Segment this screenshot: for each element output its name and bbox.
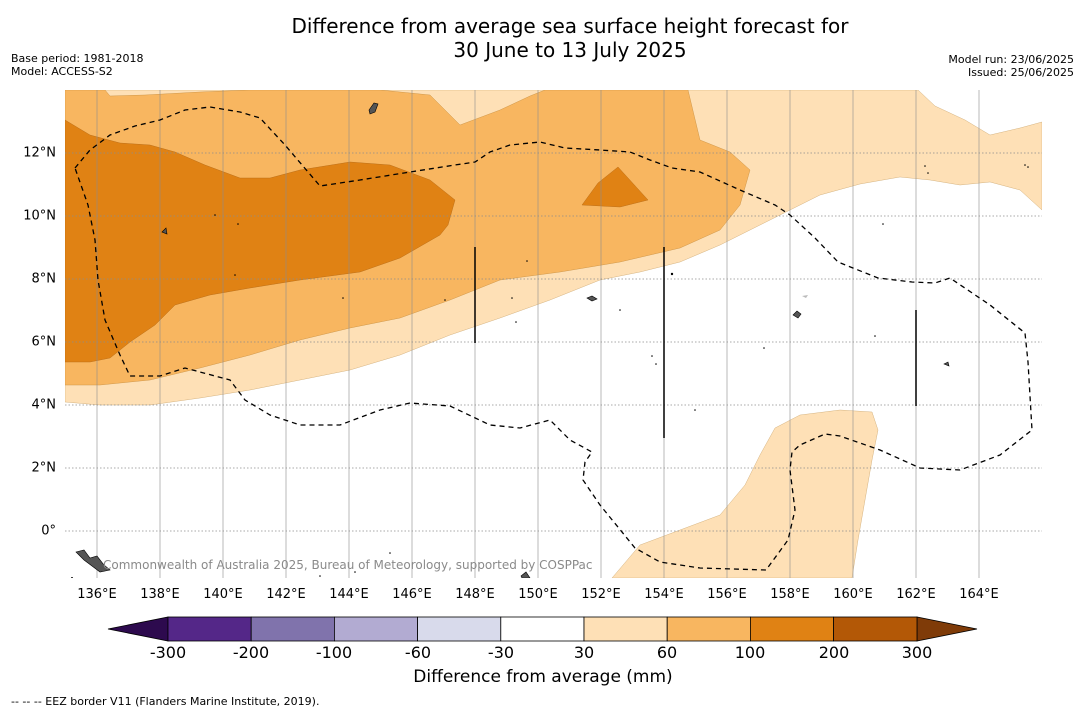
island xyxy=(520,571,531,578)
y-tick-label: 2°N xyxy=(31,460,57,476)
colorbar-tick-label: -200 xyxy=(232,643,270,662)
colorbar-tick-label: 300 xyxy=(901,643,933,662)
colorbar-bins xyxy=(167,616,918,642)
small-island-gray xyxy=(802,295,808,298)
eez-footnote: -- -- -- EEZ border V11 (Flanders Marine… xyxy=(11,695,320,708)
colorbar-title: Difference from average (mm) xyxy=(413,667,673,687)
colorbar-bin xyxy=(250,616,335,642)
colorbar-tick-label: -60 xyxy=(404,643,432,662)
base-period: Base period: 1981-2018 xyxy=(11,52,144,65)
colorbar-max-extension xyxy=(916,616,978,642)
x-tick-label: 138°E xyxy=(140,587,180,602)
colorbar-bin xyxy=(666,616,751,642)
colorbar-bin xyxy=(167,616,252,642)
x-tick-label: 136°E xyxy=(77,587,117,602)
y-tick-label: 10°N xyxy=(23,208,56,224)
y-tick-label: 0° xyxy=(41,523,56,539)
colorbar-bin xyxy=(750,616,835,642)
colorbar-bin xyxy=(417,616,502,642)
colorbar-tick-label: 60 xyxy=(656,643,678,662)
section-lines xyxy=(474,247,917,438)
x-tick-label: 156°E xyxy=(707,587,747,602)
model-run-date: Model run: 23/06/2025 xyxy=(948,53,1074,66)
x-tick-label: 164°E xyxy=(959,587,999,602)
colorbar-bin xyxy=(500,616,585,642)
colorbar-bin xyxy=(833,616,918,642)
base-info: Base period: 1981-2018 Model: ACCESS-S2 xyxy=(11,52,143,78)
longitude-gridlines xyxy=(96,90,980,578)
island xyxy=(586,295,598,302)
island xyxy=(161,227,168,235)
title-line-1: Difference from average sea surface heig… xyxy=(291,14,849,38)
island xyxy=(75,549,111,573)
title-line-2: 30 June to 13 July 2025 xyxy=(453,38,687,62)
island xyxy=(943,361,950,367)
map-area xyxy=(65,90,1042,578)
island xyxy=(792,310,802,319)
x-tick-label: 152°E xyxy=(581,587,621,602)
map-title: Difference from average sea surface heig… xyxy=(0,14,1085,62)
x-tick-label: 154°E xyxy=(644,587,684,602)
map-credit: Commonwealth of Australia 2025, Bureau o… xyxy=(103,558,593,572)
run-info: Model run: 23/06/2025 Issued: 25/06/2025 xyxy=(948,53,1074,79)
anomaly-100-200-east xyxy=(581,166,649,208)
colorbar-tick-label: 100 xyxy=(734,643,766,662)
colorbar-tick-label: 200 xyxy=(818,643,850,662)
x-tick-label: 142°E xyxy=(266,587,306,602)
x-tick-label: 146°E xyxy=(392,587,432,602)
anomaly-30-60-south xyxy=(611,409,879,578)
colorbar-min-extension xyxy=(107,616,169,642)
x-tick-label: 162°E xyxy=(896,587,936,602)
island xyxy=(368,102,379,115)
y-tick-label: 8°N xyxy=(31,271,57,287)
x-tick-label: 160°E xyxy=(833,587,873,602)
x-tick-label: 144°E xyxy=(329,587,369,602)
x-tick-label: 140°E xyxy=(203,587,243,602)
y-tick-label: 4°N xyxy=(31,397,57,413)
y-tick-label: 12°N xyxy=(23,145,56,161)
y-tick-label: 6°N xyxy=(31,334,57,350)
colorbar-bin xyxy=(333,616,418,642)
model-name: Model: ACCESS-S2 xyxy=(11,65,113,78)
atolls xyxy=(71,164,1029,578)
colorbar-bin xyxy=(583,616,668,642)
colorbar-tick-label: 30 xyxy=(573,643,595,662)
islands xyxy=(75,102,950,578)
anomaly-100-200-west xyxy=(65,119,456,363)
colorbar-tick-label: -300 xyxy=(149,643,187,662)
eez-borders xyxy=(74,106,1033,571)
colorbar-tick-label: -30 xyxy=(487,643,515,662)
colorbar-tick-label: -100 xyxy=(315,643,353,662)
x-tick-label: 150°E xyxy=(518,587,558,602)
issued-date: Issued: 25/06/2025 xyxy=(967,66,1074,79)
x-tick-label: 148°E xyxy=(455,587,495,602)
x-tick-label: 158°E xyxy=(770,587,810,602)
